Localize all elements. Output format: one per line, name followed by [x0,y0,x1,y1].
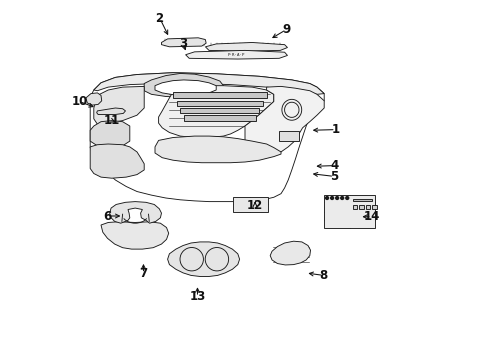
Polygon shape [90,73,324,202]
Circle shape [336,197,339,199]
Polygon shape [245,86,324,159]
Polygon shape [233,197,269,212]
Polygon shape [360,205,364,209]
Text: 5: 5 [330,170,339,183]
Polygon shape [184,115,256,121]
Polygon shape [110,202,162,223]
Polygon shape [159,86,274,138]
Text: 2: 2 [156,12,164,24]
Text: 14: 14 [364,210,380,223]
Polygon shape [324,195,374,228]
Polygon shape [90,144,144,178]
Text: 10: 10 [71,95,88,108]
Polygon shape [162,38,206,47]
Polygon shape [101,222,169,249]
Polygon shape [94,86,144,124]
Circle shape [341,197,343,199]
Text: 6: 6 [103,210,112,222]
Polygon shape [168,242,240,276]
Text: 4: 4 [330,159,339,172]
Text: 7: 7 [140,267,147,280]
Polygon shape [90,121,130,148]
Circle shape [331,197,334,199]
Text: 11: 11 [104,114,120,127]
Text: 3: 3 [179,37,187,50]
Text: 8: 8 [319,269,328,282]
Polygon shape [97,108,125,114]
Polygon shape [366,205,370,209]
Text: 13: 13 [189,291,206,303]
Text: 1: 1 [332,123,340,136]
Polygon shape [173,92,267,98]
Polygon shape [205,42,288,51]
Polygon shape [353,205,357,209]
Circle shape [346,197,349,199]
Polygon shape [279,131,299,141]
Polygon shape [180,108,259,113]
Polygon shape [186,50,288,59]
Polygon shape [94,73,324,94]
Polygon shape [86,93,102,105]
Polygon shape [372,205,377,209]
Polygon shape [155,80,216,95]
Polygon shape [144,73,223,97]
Polygon shape [155,136,281,163]
Text: 12: 12 [247,199,263,212]
Polygon shape [353,199,372,201]
Circle shape [326,197,328,199]
Polygon shape [270,241,311,265]
Polygon shape [176,101,263,106]
Text: P·R·A·P: P·R·A·P [227,53,245,57]
Text: 9: 9 [282,23,291,36]
